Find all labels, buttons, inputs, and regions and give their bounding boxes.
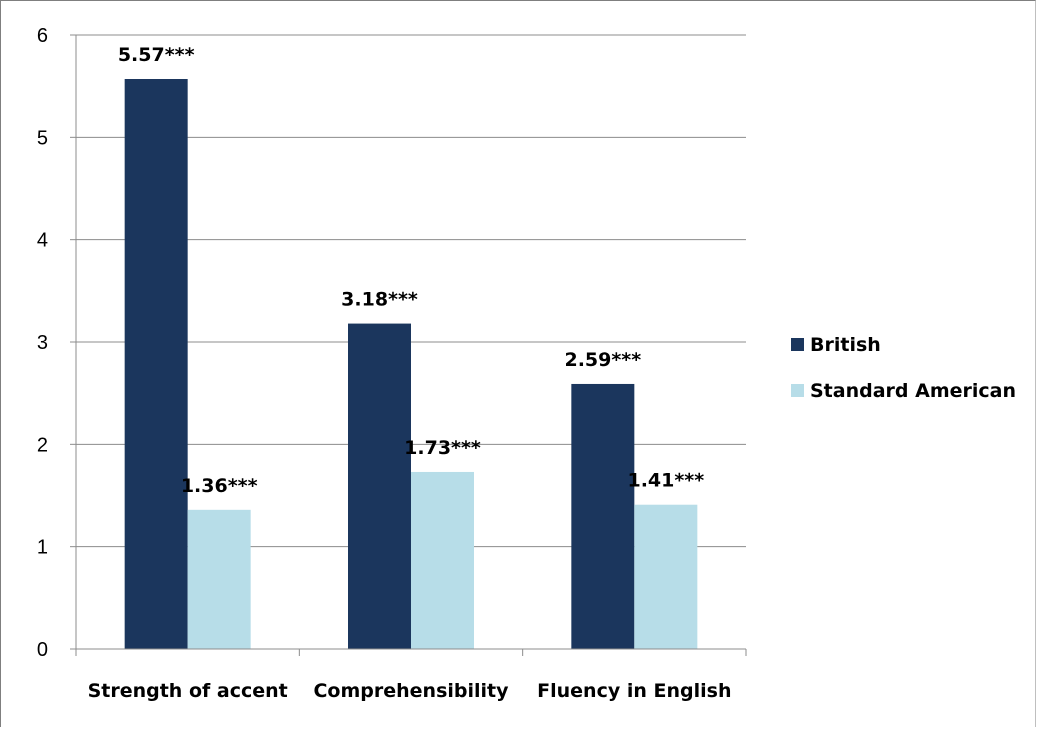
data-label: 1.73*** xyxy=(404,437,481,459)
category-labels: Strength of accent Comprehensibility Fluen… xyxy=(88,680,732,702)
bar xyxy=(634,504,698,649)
bar xyxy=(187,509,251,649)
bar xyxy=(124,79,188,649)
category-label: Comprehensibility xyxy=(313,680,509,702)
bar xyxy=(348,323,411,649)
bar xyxy=(571,383,635,649)
data-label: 5.57*** xyxy=(118,44,195,66)
legend: British Standard American xyxy=(791,334,1016,402)
y-tick-label: 0 xyxy=(37,639,48,661)
data-label: 1.41*** xyxy=(627,470,704,492)
data-labels: 5.57*** 1.36*** 3.18*** 1.73*** 2.59*** 1.41*… xyxy=(118,44,704,497)
data-label: 3.18*** xyxy=(341,289,418,311)
legend-label: British xyxy=(810,334,881,356)
data-label: 2.59*** xyxy=(564,349,641,371)
y-tick-label: 2 xyxy=(37,434,48,456)
y-axis-ticks: 0 1 2 3 4 5 6 xyxy=(37,25,76,661)
data-label: 1.36*** xyxy=(181,475,258,497)
y-tick-label: 3 xyxy=(37,332,48,354)
legend-swatch xyxy=(791,338,804,351)
legend-swatch xyxy=(791,384,804,397)
bar xyxy=(411,471,474,649)
y-tick-label: 4 xyxy=(37,230,48,252)
category-label: Fluency in English xyxy=(537,680,731,702)
y-tick-label: 5 xyxy=(37,127,48,149)
category-label: Strength of accent xyxy=(88,680,288,702)
axes xyxy=(75,35,747,656)
y-tick-label: 6 xyxy=(37,25,48,47)
y-tick-label: 1 xyxy=(37,537,48,559)
bars xyxy=(124,79,698,649)
legend-label: Standard American xyxy=(810,380,1016,402)
